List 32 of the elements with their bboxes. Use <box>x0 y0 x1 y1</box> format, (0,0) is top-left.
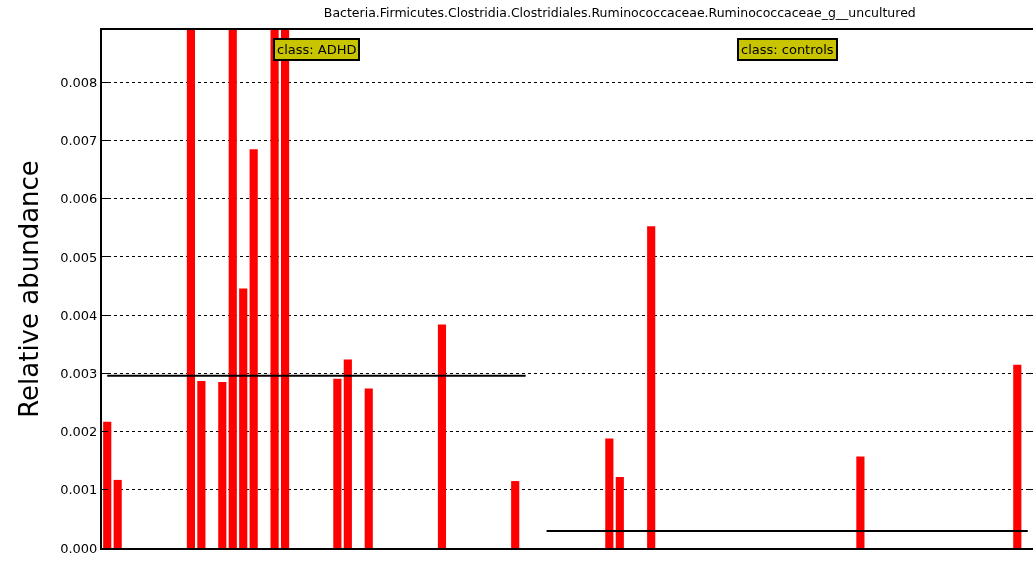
bar <box>186 30 195 548</box>
bar <box>228 30 237 548</box>
bar <box>1013 364 1022 548</box>
bar <box>615 476 624 548</box>
bar <box>218 382 227 548</box>
y-tick-label: 0.003 <box>60 365 98 381</box>
bar <box>239 288 248 548</box>
y-tick-label: 0.004 <box>60 307 98 323</box>
bar <box>647 226 656 548</box>
bar <box>605 438 614 548</box>
chart-title: Bacteria.Firmicutes.Clostridia.Clostridiales.Ruminococcaceae.Ruminococcaceae_g__uncultured <box>323 5 916 21</box>
bar <box>343 359 352 548</box>
bar <box>197 380 206 548</box>
bar <box>249 149 258 548</box>
annotation: class: controls <box>741 42 834 57</box>
bar <box>270 30 279 548</box>
y-tick-label: 0.006 <box>60 191 98 207</box>
bar <box>364 388 373 548</box>
y-axis-title: Relative abundance <box>14 160 45 418</box>
y-tick-label: 0.007 <box>60 133 98 149</box>
y-tick-label: 0.000 <box>60 540 98 556</box>
y-tick-label: 0.005 <box>60 249 98 265</box>
y-tick-label: 0.002 <box>60 424 98 440</box>
bar <box>511 481 520 548</box>
bar <box>103 421 112 548</box>
bar <box>113 479 122 548</box>
y-tick-label: 0.008 <box>60 74 98 90</box>
annotation: class: ADHD <box>277 42 357 57</box>
bar <box>333 378 342 548</box>
bar <box>856 456 865 548</box>
bar <box>437 324 447 548</box>
y-tick-label: 0.001 <box>60 482 98 498</box>
